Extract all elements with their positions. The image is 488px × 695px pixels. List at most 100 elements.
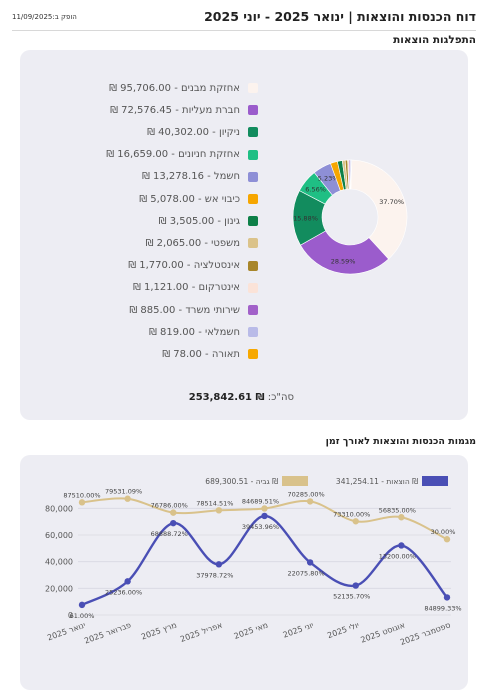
legend-swatch <box>248 149 258 160</box>
legend-label: חשמל - 13,278.16 ₪ <box>142 171 240 183</box>
pie-legend-item: חשמלאי - 819.00 ₪ <box>149 324 258 340</box>
legend-swatch <box>422 476 448 486</box>
data-label: 61.00% <box>70 612 95 620</box>
y-tick-label: 80,000 <box>45 504 73 513</box>
x-tick-label: מרץ 2025 <box>140 620 178 641</box>
data-point <box>215 507 223 514</box>
data-label: 56835.00% <box>379 506 416 514</box>
pie-legend-item: משפטי - 2,065.00 ₪ <box>146 235 258 251</box>
legend-swatch <box>248 238 258 249</box>
pie-slice-label: 15.88% <box>293 214 318 222</box>
legend-label: הוצאות - 341,254.11 ₪ <box>336 477 418 486</box>
data-point <box>78 499 86 506</box>
data-point <box>124 578 131 585</box>
legend-swatch <box>248 305 258 315</box>
data-point <box>261 512 268 520</box>
legend-label: אינטרקום - 1,121.00 ₪ <box>132 282 240 294</box>
pie-legend-item: חשמל - 13,278.16 ₪ <box>142 169 258 185</box>
data-label: 22075.80% <box>288 569 325 577</box>
trend-section-title: מגמות הכנסות והוצאות לאורך זמן <box>325 436 476 447</box>
x-tick-label: יולי 2025 <box>326 620 360 640</box>
legend-swatch <box>282 476 308 486</box>
pie-legend-item: אינסטלציה - 1,770.00 ₪ <box>128 258 258 274</box>
legend-swatch <box>248 83 258 93</box>
report-title: דוח הכנסות והוצאות | ינואר 2025 - יוני 2… <box>204 9 476 24</box>
x-tick-label: ינואר 2025 <box>46 620 87 642</box>
legend-swatch <box>248 260 258 271</box>
data-label: 87510.00% <box>63 491 100 499</box>
data-point <box>124 495 131 502</box>
expenses-total: סה"כ: ₪ 253,842.61 <box>189 392 294 403</box>
data-point <box>398 514 405 521</box>
x-tick-label: פברואר 2025 <box>83 620 132 645</box>
legend-label: אחזקת חניונים - 16,659.00 ₪ <box>106 149 240 161</box>
pie-chart: 37.70% 28.59% 15.88% 6.56% 5.23% <box>292 159 408 275</box>
data-label: 73310.00% <box>333 510 370 518</box>
data-label: 68888.72% <box>151 530 188 538</box>
data-point <box>306 498 314 505</box>
x-tick-label: יוני 2025 <box>282 620 315 639</box>
pie-legend-item: אחזקת חניונים - 16,659.00 ₪ <box>106 147 258 163</box>
data-point <box>170 509 177 516</box>
legend-label: ניקיון - 40,302.00 ₪ <box>147 126 240 138</box>
legend-swatch <box>248 171 258 182</box>
legend-label: גינון - 3,505.00 ₪ <box>158 215 240 227</box>
data-label: 37978.72% <box>196 571 233 579</box>
data-label: 39453.96% <box>242 523 279 531</box>
pie-legend-item: חברת מעליות - 72,576.45 ₪ <box>110 102 258 118</box>
pie-slice-label: 5.23% <box>318 175 339 183</box>
legend-label: אחזקת מבנים - 95,706.00 ₪ <box>109 82 240 94</box>
legend-swatch <box>248 216 258 227</box>
total-label: סה"כ: <box>267 392 294 403</box>
data-label: 25236.00% <box>105 588 142 596</box>
data-label: 76786.00% <box>151 502 188 510</box>
y-tick-label: 60,000 <box>45 531 73 540</box>
pie-slice <box>350 159 353 190</box>
legend-swatch <box>248 105 258 116</box>
expenses-card: אחזקת מבנים - 95,706.00 ₪ חברת מעליות - 7… <box>20 50 468 420</box>
legend-label: שירותי משרד - 885.00 ₪ <box>129 304 240 316</box>
pie-slice-label: 28.59% <box>331 257 356 265</box>
data-point <box>443 536 451 543</box>
pie-legend-item: כיבוי אש - 5,078.00 ₪ <box>139 191 258 207</box>
x-tick-label: מאי 2025 <box>233 620 269 641</box>
data-point <box>352 582 359 589</box>
data-label: 52135.70% <box>333 593 370 601</box>
legend-swatch <box>248 194 258 204</box>
report-date: הופק ב:11/09/2025 <box>12 13 77 21</box>
legend-label: משפטי - 2,065.00 ₪ <box>145 237 240 249</box>
data-label: 84899.33% <box>424 604 461 612</box>
data-point <box>215 561 223 568</box>
legend-label: תאורה - 78.00 ₪ <box>162 348 240 360</box>
legend-swatch <box>248 327 258 338</box>
pie-legend-item: שירותי משרד - 885.00 ₪ <box>129 302 258 318</box>
y-tick-label: 20,000 <box>45 584 73 593</box>
data-label: 79531.09% <box>105 488 142 496</box>
trend-card: 0 20,000 40,000 60,000 80,000 ינואר 2025 פברוא… <box>20 455 468 690</box>
data-label: 84689.51% <box>242 497 279 505</box>
data-label: 78514.51% <box>196 499 233 507</box>
legend-label: כיבוי אש - 5,078.00 ₪ <box>139 193 240 205</box>
legend-label: אינסטלציה - 1,770.00 ₪ <box>128 260 240 272</box>
pie-legend-item: אחזקת מבנים - 95,706.00 ₪ <box>109 80 258 96</box>
data-point <box>443 594 451 601</box>
legend-swatch <box>248 349 258 360</box>
x-tick-label: אפריל 2025 <box>179 620 224 644</box>
pie-legend-item: ניקיון - 40,302.00 ₪ <box>147 124 258 140</box>
data-label: 70285.00% <box>288 490 325 498</box>
data-point <box>170 519 177 527</box>
expenses-section-title: התפלגות הוצאות <box>393 34 476 46</box>
y-tick-label: 40,000 <box>45 558 73 567</box>
pie-legend-item: תאורה - 78.00 ₪ <box>162 346 258 362</box>
x-tick-label: ספטמבר 2025 <box>399 620 452 647</box>
pie-slice-label: 6.56% <box>305 185 326 193</box>
data-label: 13200.00% <box>379 552 416 560</box>
pie-legend-item: אינטרקום - 1,121.00 ₪ <box>133 280 258 296</box>
pie-slice <box>300 230 389 275</box>
report-header: דוח הכנסות והוצאות | ינואר 2025 - יוני 2… <box>12 8 476 31</box>
data-label: 30.00% <box>431 528 456 536</box>
total-value: ₪ 253,842.61 <box>188 392 265 403</box>
pie-slice <box>350 159 408 260</box>
data-point <box>261 505 268 512</box>
legend-swatch <box>248 282 258 293</box>
